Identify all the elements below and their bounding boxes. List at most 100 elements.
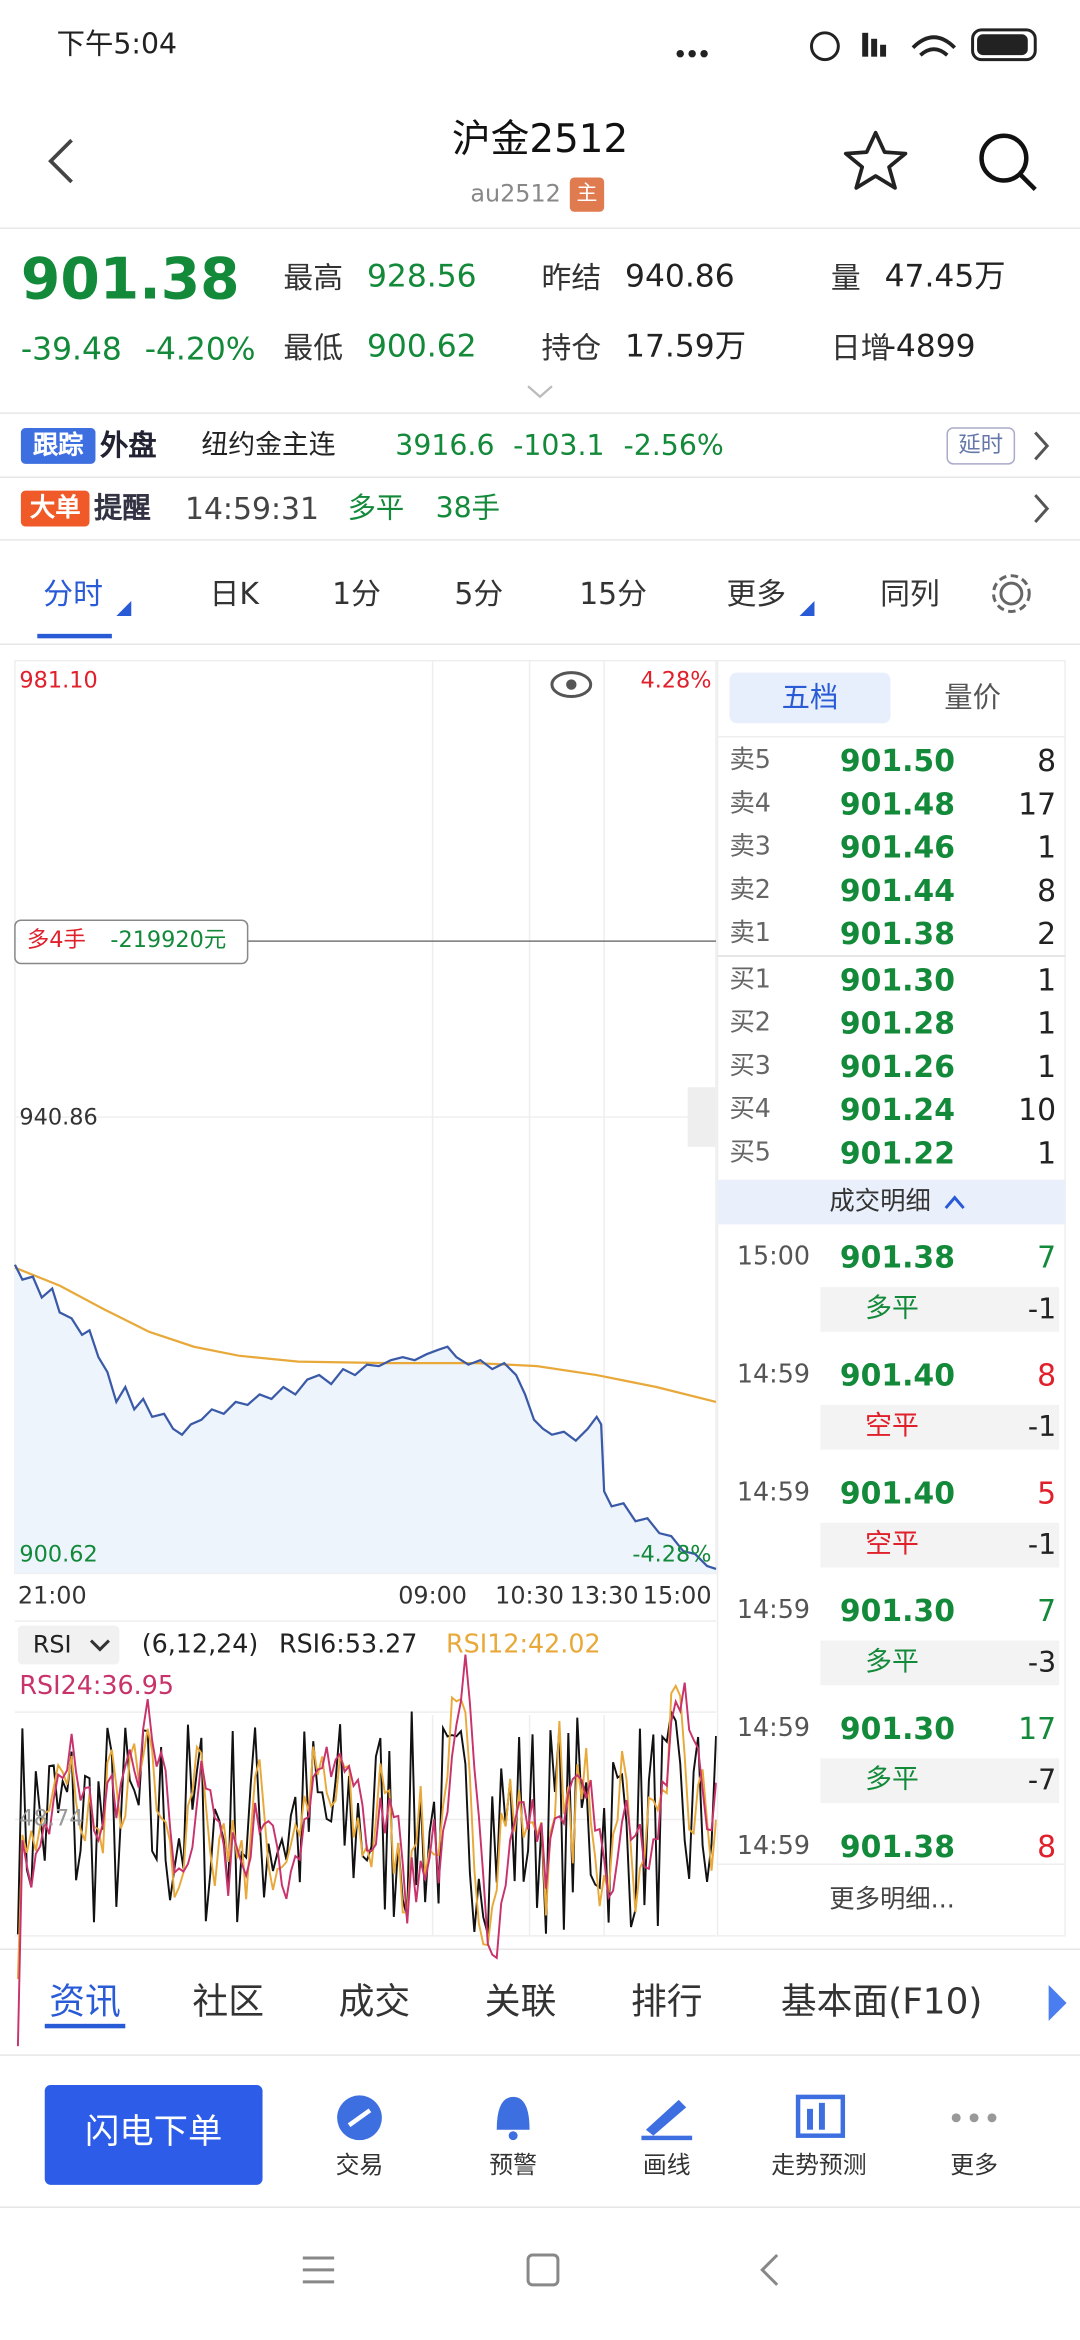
book-price: 901.26 [839, 1048, 955, 1085]
main-badge: 主 [576, 181, 598, 206]
rsi-level: 48.74 [19, 1804, 84, 1832]
book-price: 901.38 [839, 915, 955, 952]
period-tab[interactable]: 分时 [43, 575, 103, 612]
info-tab[interactable]: 资讯 [49, 1981, 121, 2023]
book-level: 卖4 [729, 788, 771, 819]
rsi24-value: RSI24:36.95 [19, 1671, 175, 1702]
trade-time: 14:59 [736, 1831, 810, 1862]
trade-price: 901.38 [839, 1239, 955, 1276]
stat-value: 900.62 [366, 328, 477, 365]
period-tab[interactable]: 日K [209, 575, 259, 612]
circle-shape [979, 133, 1029, 183]
action-item[interactable]: 画线 [642, 2149, 691, 2179]
book-level: 买5 [729, 1137, 771, 1168]
path-shape [89, 1639, 110, 1652]
last-price: 901.38 [20, 246, 240, 313]
book-level: 卖3 [729, 832, 771, 862]
book-tab[interactable]: 五档 [781, 681, 839, 714]
circle-shape [676, 49, 684, 58]
alert-time: 14:59:31 [184, 490, 319, 527]
action-item[interactable]: 更多 [950, 2149, 998, 2179]
book-volume: 17 [1018, 785, 1057, 822]
rsi6-value: RSI6:53.27 [278, 1630, 418, 1660]
position-label: 多4手 [26, 926, 86, 954]
path-shape [944, 1195, 965, 1210]
pct-top-label: 4.28% [640, 667, 712, 694]
book-volume: 1 [1037, 829, 1057, 866]
quick-order-button[interactable]: 闪电下单 [85, 2113, 223, 2153]
path-shape [48, 138, 73, 184]
line-shape [1018, 172, 1037, 191]
rsi-selector[interactable]: RSI [32, 1629, 72, 1658]
stat-value: 940.86 [625, 258, 735, 295]
info-tab[interactable]: 社区 [192, 1981, 265, 2023]
foreign-change: -103.1 [513, 428, 605, 462]
stat-label: 持仓 [541, 329, 602, 366]
circle-shape [688, 49, 696, 58]
trade-price: 901.30 [839, 1592, 955, 1629]
info-tab[interactable]: 排行 [630, 1981, 703, 2023]
g-shape [14, 660, 717, 1937]
pct-bottom-label: -4.28% [632, 1540, 712, 1568]
path-shape [347, 2108, 372, 2128]
page-title: 沪金2512 [451, 117, 629, 163]
period-tab[interactable]: 1分 [332, 575, 381, 612]
rect-shape [946, 427, 1016, 465]
path-shape [1034, 494, 1050, 523]
path-shape [843, 130, 908, 190]
period-tab[interactable]: 15分 [579, 575, 647, 612]
circle-shape [700, 49, 708, 58]
y-mid-label: 940.86 [19, 1104, 98, 1131]
status-time: 下午5:04 [56, 27, 178, 61]
rect-shape [716, 659, 1066, 1937]
stat-label: 昨结 [541, 259, 602, 296]
book-price: 901.48 [839, 785, 955, 822]
trades-header[interactable]: 成交明细 [829, 1187, 931, 1217]
book-volume: 10 [1018, 1091, 1057, 1128]
action-item[interactable]: 交易 [335, 2149, 384, 2179]
trade-sub-bg [820, 1287, 1060, 1332]
rect-shape [871, 38, 878, 57]
info-tab[interactable]: 成交 [338, 1981, 411, 2023]
book-price: 901.30 [839, 961, 955, 998]
period-tab[interactable]: 5分 [454, 575, 504, 612]
rect-shape [971, 28, 1037, 62]
rect-shape [862, 32, 869, 57]
book-price: 901.50 [839, 742, 955, 779]
trade-type: 空平 [865, 1411, 919, 1443]
trade-volume: 8 [1037, 1828, 1057, 1865]
alert-badge: 大单 [29, 493, 81, 524]
rect-shape [20, 490, 90, 527]
book-level: 买3 [729, 1051, 771, 1082]
trade-time: 15:00 [736, 1242, 810, 1273]
path-shape [527, 385, 553, 399]
info-tab[interactable]: 关联 [484, 1981, 557, 2023]
rect-shape [14, 919, 249, 965]
book-volume: 2 [1037, 915, 1057, 952]
info-tab[interactable]: 基本面(F10) [780, 1981, 983, 2023]
book-level: 卖5 [729, 745, 771, 776]
foreign-badge: 跟踪 [32, 430, 84, 461]
trade-sub-bg [820, 1522, 1060, 1568]
trade-time: 14:59 [736, 1360, 810, 1390]
circle-shape [999, 581, 1024, 606]
alert-type: 多平 [347, 491, 405, 525]
stat-label: 最高 [283, 259, 344, 296]
stat-value: 928.56 [366, 258, 477, 295]
delay-button[interactable]: 延时 [958, 431, 1004, 459]
y-bottom-label: 900.62 [19, 1540, 98, 1568]
trade-time: 14:59 [736, 1713, 810, 1744]
book-price: 901.28 [839, 1005, 955, 1041]
trade-time: 14:59 [736, 1477, 810, 1508]
action-item[interactable]: 走势预测 [771, 2149, 867, 2179]
x-tick-label: 15:00 [642, 1580, 712, 1609]
foreign-name: 纽约金主连 [201, 429, 336, 462]
action-item[interactable]: 预警 [489, 2149, 538, 2179]
book-tab[interactable]: 量价 [944, 681, 1001, 714]
more-trades[interactable]: 更多明细... [829, 1885, 955, 1915]
period-tab[interactable]: 同列 [880, 575, 940, 612]
period-tab[interactable]: 更多 [726, 575, 787, 612]
rect-shape [44, 2084, 263, 2185]
trade-volume: 7 [1037, 1239, 1057, 1276]
path-shape [911, 35, 957, 57]
